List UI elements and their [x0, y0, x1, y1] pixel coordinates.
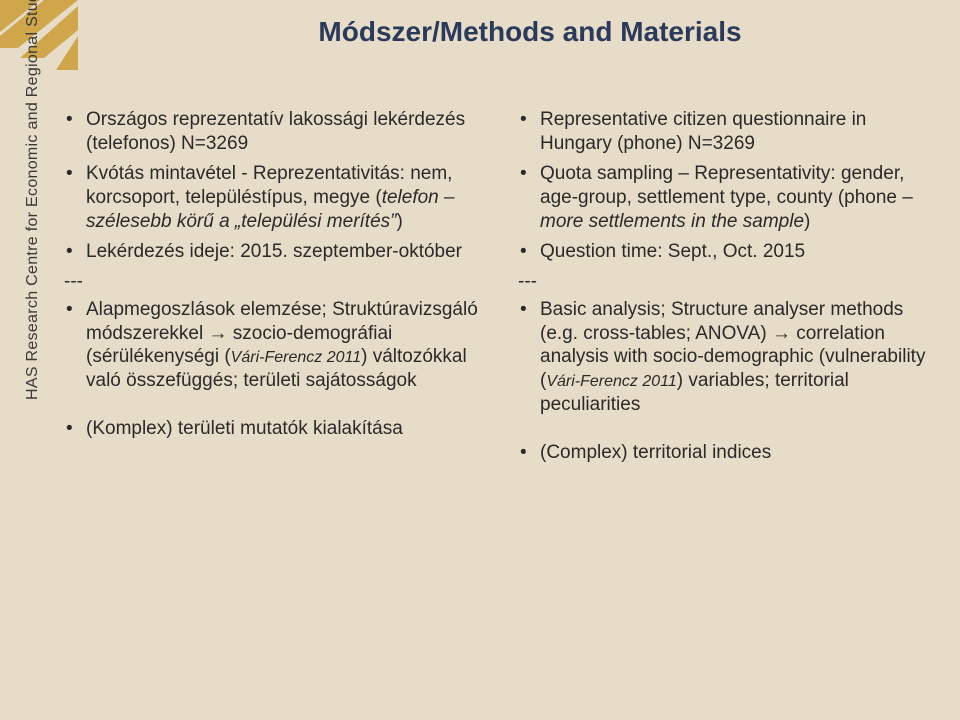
- list-item: Quota sampling – Representativity: gende…: [518, 162, 942, 234]
- list-item: Kvótás mintavétel - Reprezentativitás: n…: [64, 162, 488, 234]
- list-item: (Complex) territorial indices: [518, 441, 942, 465]
- list-item: Alapmegoszlások elemzése; Struktúravizsg…: [64, 298, 488, 394]
- text-span-small: Vári-Ferencz 2011: [546, 373, 676, 390]
- text-span: ): [396, 211, 402, 232]
- left-column: Országos reprezentatív lakossági lekérde…: [64, 108, 488, 708]
- text-span: ): [804, 211, 810, 232]
- text-span-italic: more settlements in the sample: [540, 211, 804, 232]
- page-title: Módszer/Methods and Materials: [120, 16, 940, 48]
- list-item: Országos reprezentatív lakossági lekérde…: [64, 108, 488, 156]
- separator: ---: [64, 270, 488, 294]
- list-item: Lekérdezés ideje: 2015. szeptember-októb…: [64, 240, 488, 264]
- list-item: Representative citizen questionnaire in …: [518, 108, 942, 156]
- vertical-org-label: HAS Research Centre for Economic and Reg…: [24, 0, 42, 400]
- list-item: (Komplex) területi mutatók kialakítása: [64, 417, 488, 441]
- list-item: Question time: Sept., Oct. 2015: [518, 240, 942, 264]
- content-area: Országos reprezentatív lakossági lekérde…: [64, 108, 942, 708]
- list-item: Basic analysis; Structure analyser metho…: [518, 298, 942, 418]
- separator: ---: [518, 270, 942, 294]
- text-span: Quota sampling – Representativity: gende…: [540, 163, 913, 208]
- text-span-small: Vári-Ferencz 2011: [231, 349, 361, 366]
- right-column: Representative citizen questionnaire in …: [518, 108, 942, 708]
